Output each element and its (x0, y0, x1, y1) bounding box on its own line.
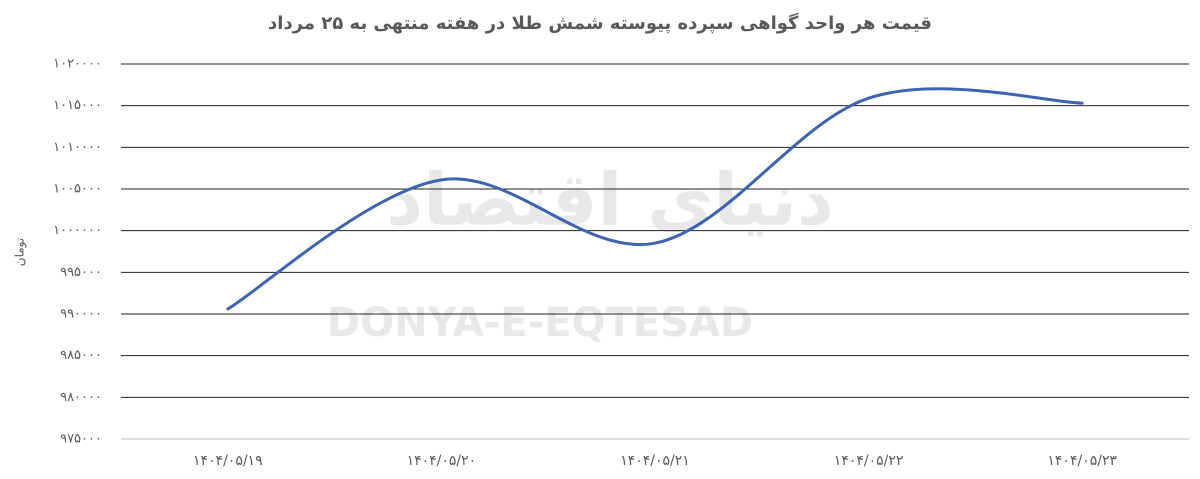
y-tick-label: ۱۰۰۵۰۰۰ (53, 182, 102, 197)
y-tick-label: ۱۰۱۵۰۰۰ (53, 98, 102, 113)
x-tick-label: ۱۴۰۴/۰۵/۲۲ (834, 453, 904, 469)
watermark-text: DONYA-E-EQTESAD (327, 300, 753, 346)
x-tick-label: ۱۴۰۴/۰۵/۲۱ (620, 453, 690, 469)
y-tick-label: ۹۸۰۰۰۰ (60, 390, 102, 405)
y-tick-label: ۹۸۵۰۰۰ (60, 348, 102, 363)
y-axis-label: تومان (13, 238, 28, 266)
y-tick-label: ۹۷۵۰۰۰ (60, 432, 102, 447)
x-tick-label: ۱۴۰۴/۰۵/۲۰ (407, 453, 477, 469)
y-tick-label: ۱۰۲۰۰۰۰ (53, 57, 102, 72)
y-tick-label: ۹۹۰۰۰۰ (60, 307, 102, 322)
x-tick-label: ۱۴۰۴/۰۵/۲۳ (1047, 453, 1117, 469)
chart-title: قیمت هر واحد گواهی سپرده پیوسته شمش طلا … (268, 12, 932, 34)
x-tick-label: ۱۴۰۴/۰۵/۱۹ (193, 453, 263, 469)
line-series (226, 87, 1084, 311)
y-tick-label: ۱۰۱۰۰۰۰ (53, 140, 102, 155)
y-tick-label: ۹۹۵۰۰۰ (60, 265, 102, 280)
watermark-logo: دنیای اقتصاد (386, 158, 834, 242)
y-tick-label: ۱۰۰۰۰۰۰ (53, 223, 102, 238)
